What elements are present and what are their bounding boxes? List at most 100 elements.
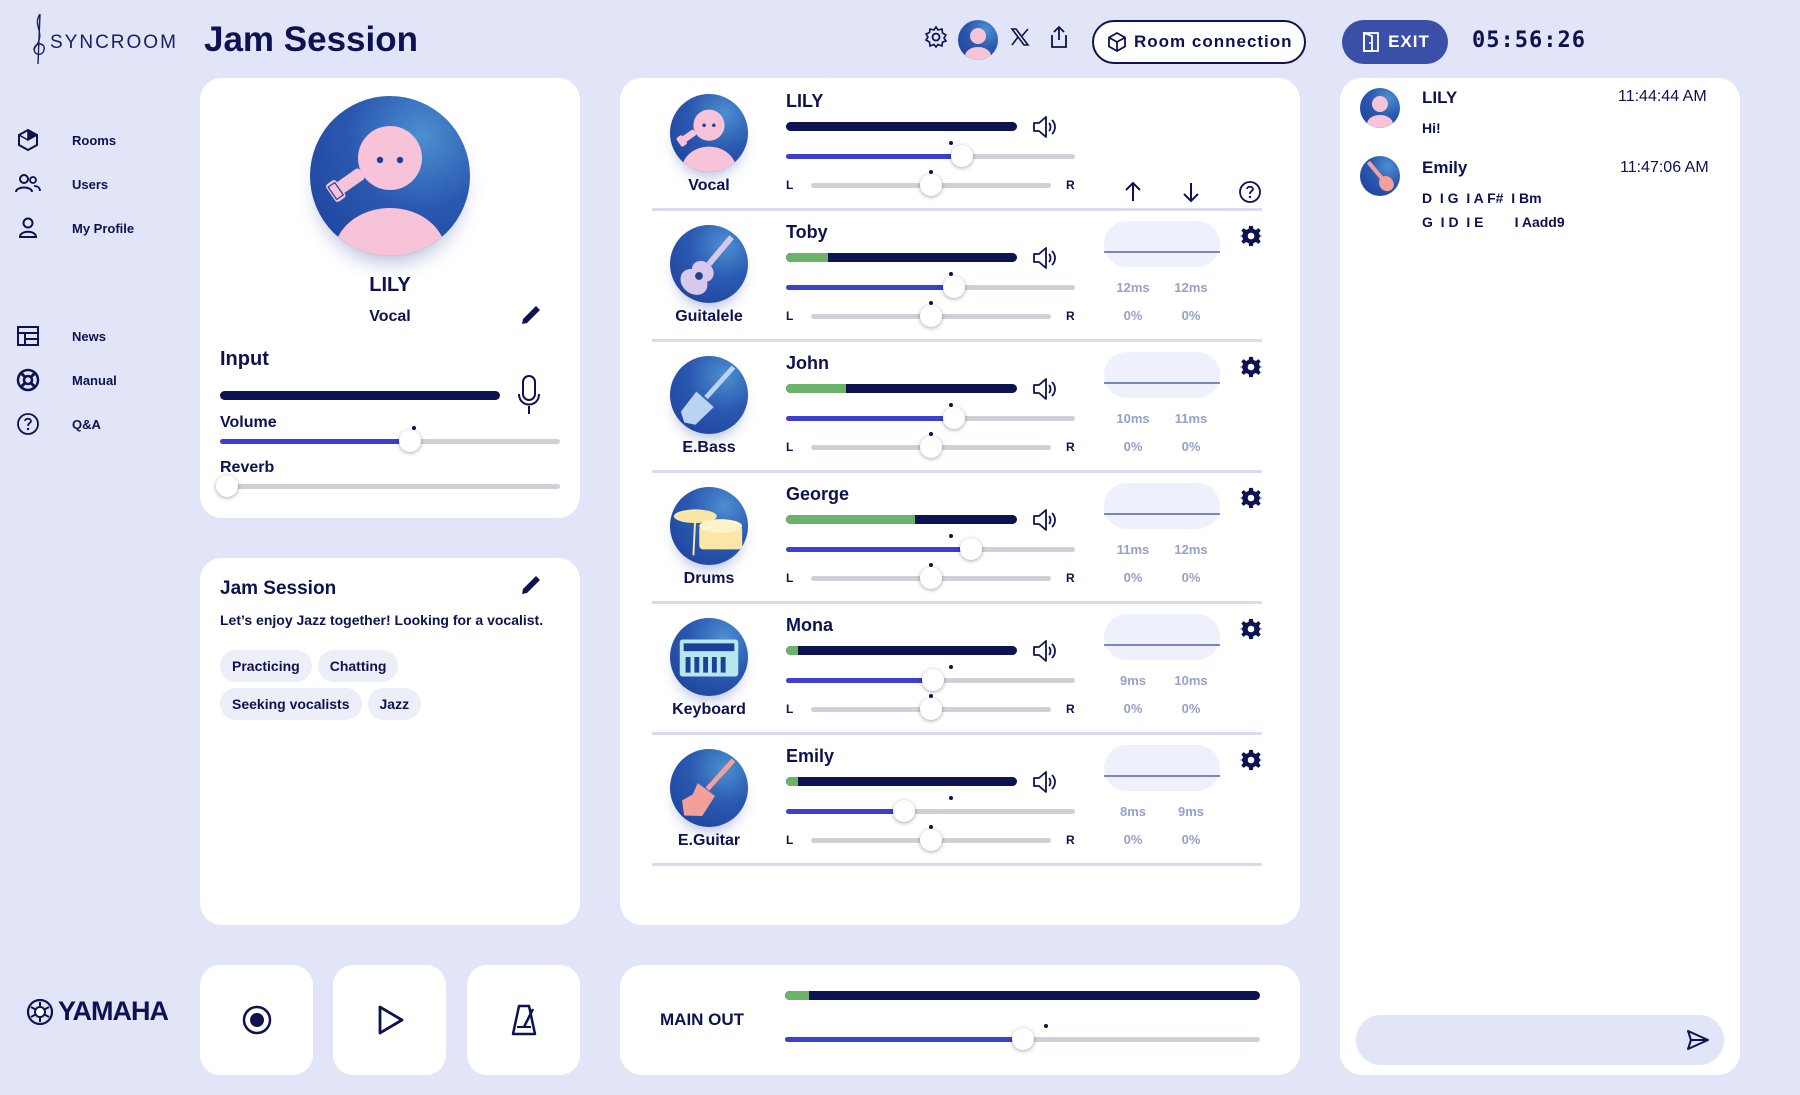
player-volume-slider[interactable] — [786, 796, 1075, 822]
chat-message: D I G I A F# I Bm — [1422, 190, 1542, 206]
yamaha-logo: YAMAHA — [26, 996, 169, 1027]
move-down-icon[interactable] — [1179, 180, 1203, 204]
player-volume-slider[interactable] — [786, 141, 1075, 167]
volume-label: Volume — [220, 414, 277, 431]
player-volume-thumb[interactable] — [942, 407, 965, 429]
sidebar-item-profile[interactable]: My Profile — [14, 214, 134, 242]
tag-chip[interactable]: Seeking vocalists — [220, 688, 362, 720]
reverb-thumb[interactable] — [216, 475, 238, 497]
player-volume-fill — [786, 809, 905, 814]
player-volume-slider[interactable] — [786, 272, 1075, 298]
player-avatar[interactable] — [670, 487, 748, 565]
player-pan-marker — [929, 301, 933, 305]
player-pan-slider[interactable] — [811, 301, 1051, 327]
edit-profile-icon[interactable] — [518, 302, 544, 328]
speaker-icon[interactable] — [1030, 112, 1060, 142]
profile-icon — [14, 214, 42, 242]
chat-input[interactable] — [1356, 1015, 1724, 1065]
sidebar-item-users[interactable]: Users — [14, 170, 108, 198]
player-pan-thumb[interactable] — [920, 305, 942, 327]
speaker-icon[interactable] — [1030, 767, 1060, 797]
gear-icon[interactable] — [1239, 225, 1264, 249]
player-volume-thumb[interactable] — [922, 669, 945, 691]
exit-button[interactable]: EXIT — [1342, 20, 1448, 64]
speaker-icon[interactable] — [1030, 243, 1060, 273]
sidebar-item-news[interactable]: News — [14, 322, 106, 350]
main-out-volume-slider[interactable] — [785, 1024, 1260, 1050]
metronome-button[interactable] — [467, 965, 580, 1075]
exit-label: EXIT — [1388, 32, 1430, 51]
packet-loss-in: 0% — [1123, 832, 1143, 847]
instrument-keyboard-icon — [679, 639, 739, 677]
player-pan-slider[interactable] — [811, 825, 1051, 851]
player-pan-slider[interactable] — [811, 563, 1051, 589]
player-pan-thumb[interactable] — [920, 174, 942, 196]
latency-in: 8ms — [1119, 804, 1147, 819]
player-volume-thumb[interactable] — [959, 538, 982, 560]
syncroom-logo[interactable]: SYNCROOM — [28, 12, 176, 67]
play-button[interactable] — [333, 965, 446, 1075]
tag-chip[interactable]: Practicing — [220, 650, 312, 682]
header-avatar[interactable] — [958, 20, 998, 60]
player-pan-slider[interactable] — [811, 694, 1051, 720]
chat-avatar-emily — [1360, 156, 1400, 196]
gear-icon[interactable] — [1239, 749, 1264, 773]
player-volume-slider[interactable] — [786, 534, 1075, 560]
player-pan-slider[interactable] — [811, 170, 1051, 196]
player-avatar[interactable] — [670, 618, 748, 696]
sidebar-item-manual[interactable]: Manual — [14, 366, 117, 394]
player-pan-slider[interactable] — [811, 432, 1051, 458]
player-meter — [786, 515, 1017, 524]
player-pan-thumb[interactable] — [920, 436, 942, 458]
send-icon[interactable] — [1686, 1028, 1710, 1052]
room-connection-button[interactable]: Room connection — [1092, 20, 1306, 64]
sidebar-item-rooms[interactable]: Rooms — [14, 126, 116, 154]
player-avatar[interactable] — [670, 749, 748, 827]
speaker-icon[interactable] — [1030, 374, 1060, 404]
edit-room-icon[interactable] — [518, 572, 544, 598]
player-pan-thumb[interactable] — [920, 829, 942, 851]
player-meter-level — [786, 646, 798, 655]
tag-chip[interactable]: Chatting — [317, 650, 399, 682]
player-instrument: Drums — [683, 570, 735, 587]
player-avatar[interactable] — [670, 225, 748, 303]
x-social-icon[interactable] — [1005, 22, 1035, 52]
player-pan-thumb[interactable] — [920, 698, 942, 720]
help-icon[interactable] — [1238, 180, 1262, 204]
latency-in: 10ms — [1116, 411, 1150, 426]
player-volume-thumb[interactable] — [951, 145, 974, 167]
player-volume-slider[interactable] — [786, 403, 1075, 429]
speaker-icon[interactable] — [1030, 636, 1060, 666]
share-icon[interactable] — [1044, 22, 1074, 52]
gear-icon[interactable] — [1239, 356, 1264, 380]
gear-icon[interactable] — [1239, 487, 1264, 511]
gear-icon[interactable] — [1239, 618, 1264, 642]
player-volume-marker — [948, 141, 953, 145]
player-volume-slider[interactable] — [786, 665, 1075, 691]
volume-thumb[interactable] — [399, 430, 422, 452]
panel-scrollbar[interactable] — [582, 186, 620, 916]
player-avatar[interactable] — [670, 356, 748, 434]
volume-slider[interactable] — [220, 426, 560, 452]
sidebar-item-qa[interactable]: Q&A — [14, 410, 101, 438]
tag-chip[interactable]: Jazz — [367, 688, 422, 720]
profile-avatar — [310, 96, 470, 256]
record-icon — [242, 1005, 271, 1035]
reverb-slider[interactable] — [216, 475, 560, 497]
speaker-icon[interactable] — [1030, 505, 1060, 535]
player-volume-thumb[interactable] — [893, 800, 916, 822]
player-volume-thumb[interactable] — [942, 276, 965, 298]
pan-left-label: L — [786, 702, 794, 716]
move-up-icon[interactable] — [1121, 180, 1145, 204]
player-meter — [786, 777, 1017, 786]
pan-left-label: L — [786, 178, 794, 192]
record-button[interactable] — [200, 965, 313, 1075]
pan-left-label: L — [786, 309, 794, 323]
player-pan-thumb[interactable] — [920, 567, 942, 589]
player-pan-marker — [929, 563, 933, 567]
microphone-icon[interactable] — [516, 374, 542, 416]
row-divider — [652, 601, 1262, 604]
settings-icon[interactable] — [921, 22, 951, 52]
main-out-volume-thumb[interactable] — [1011, 1028, 1034, 1050]
player-avatar[interactable] — [670, 94, 748, 172]
